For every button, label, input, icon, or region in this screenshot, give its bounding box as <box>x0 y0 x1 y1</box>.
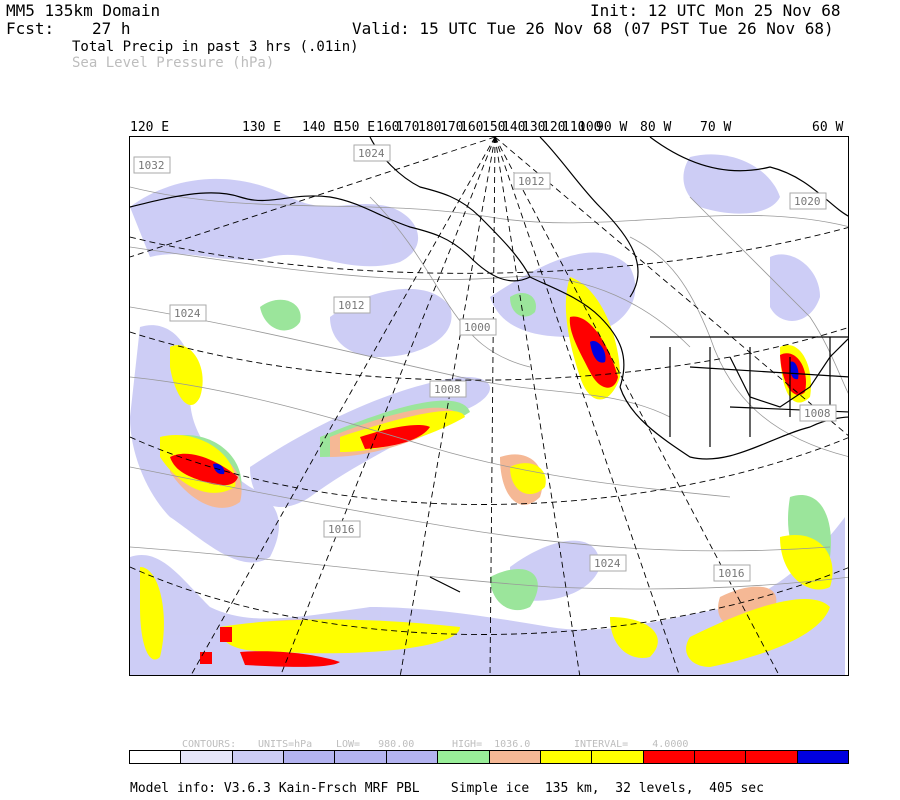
forecast-hours: 27 h <box>92 19 131 38</box>
precip-colorbar <box>129 750 849 764</box>
pressure-label: 1008 <box>804 407 831 420</box>
lon-label: 70 W <box>700 120 732 135</box>
colorbar-swatch <box>591 751 643 763</box>
pressure-label: 1024 <box>594 557 621 570</box>
colorbar-swatch <box>745 751 797 763</box>
pressure-label: 1016 <box>718 567 745 580</box>
latlon-grid <box>130 137 848 675</box>
contour-high: HIGH= 1036.0 <box>452 739 531 750</box>
domain-title: MM5 135km Domain <box>6 1 161 20</box>
field-slp-title: Sea Level Pressure (hPa) <box>72 55 275 71</box>
pressure-label: 1024 <box>358 147 385 160</box>
init-time: Init: 12 UTC Mon 25 Nov 68 <box>590 1 841 20</box>
valid-time: Valid: 15 UTC Tue 26 Nov 68 (07 PST Tue … <box>352 19 834 38</box>
lon-label: 140 <box>502 120 526 135</box>
lon-label: 120 E <box>130 120 170 135</box>
map-canvas: 1032 1024 1012 1020 1024 1012 1000 1008 … <box>130 137 848 675</box>
lon-label: 170 <box>396 120 420 135</box>
pressure-label: 1024 <box>174 307 201 320</box>
colorbar-swatch <box>231 751 284 763</box>
precip-green-shading <box>170 292 831 611</box>
colorbar-swatch <box>796 751 849 763</box>
lon-label: 110 <box>562 120 586 135</box>
lon-label: 120 <box>542 120 566 135</box>
pressure-label: 1000 <box>464 321 491 334</box>
colorbar-swatch <box>488 751 540 763</box>
colorbar-swatch <box>385 751 438 763</box>
colorbar-swatch <box>334 751 386 763</box>
pressure-label: 1020 <box>794 195 821 208</box>
precip-yellow-shading <box>140 277 833 667</box>
colorbar-swatch <box>539 751 592 763</box>
lon-label: 150 <box>482 120 506 135</box>
lon-label: 130 <box>522 120 546 135</box>
forecast-map: 1032 1024 1012 1020 1024 1012 1000 1008 … <box>129 136 849 676</box>
lon-label: 60 W <box>812 120 844 135</box>
colorbar-swatch <box>642 751 694 763</box>
slp-contours <box>130 186 848 590</box>
lon-label: 180 <box>418 120 442 135</box>
forecast-label: Fcst: <box>6 19 55 38</box>
contour-info-label: CONTOURS: <box>182 739 237 750</box>
lon-label: 140 E <box>302 120 342 135</box>
coastlines <box>130 137 848 593</box>
contour-units: UNITS=hPa <box>258 739 313 750</box>
pressure-label: 1032 <box>138 159 165 172</box>
contour-interval: INTERVAL= 4.0000 <box>574 739 689 750</box>
colorbar-swatch <box>130 751 181 763</box>
pressure-labels: 1032 1024 1012 1020 1024 1012 1000 1008 … <box>133 144 837 582</box>
contour-low: LOW= 980.00 <box>336 739 415 750</box>
colorbar-swatch <box>693 751 746 763</box>
pressure-label: 1012 <box>338 299 365 312</box>
lon-label: 130 E <box>242 120 282 135</box>
pressure-label: 1008 <box>434 383 461 396</box>
lon-label: 90 W <box>596 120 628 135</box>
lon-label: 160 <box>376 120 400 135</box>
colorbar-swatch <box>437 751 489 763</box>
lon-label: 80 W <box>640 120 672 135</box>
pressure-label: 1016 <box>328 523 355 536</box>
model-info: Model info: V3.6.3 Kain-Frsch MRF PBL Si… <box>130 781 764 796</box>
colorbar-swatch <box>180 751 232 763</box>
lon-label: 170 <box>440 120 464 135</box>
lon-label: 100 <box>578 120 602 135</box>
lon-label: 160 <box>460 120 484 135</box>
field-precip-title: Total Precip in past 3 hrs (.01in) <box>72 39 359 55</box>
lon-label: 150 E <box>336 120 376 135</box>
pressure-label: 1012 <box>518 175 545 188</box>
colorbar-swatch <box>283 751 335 763</box>
